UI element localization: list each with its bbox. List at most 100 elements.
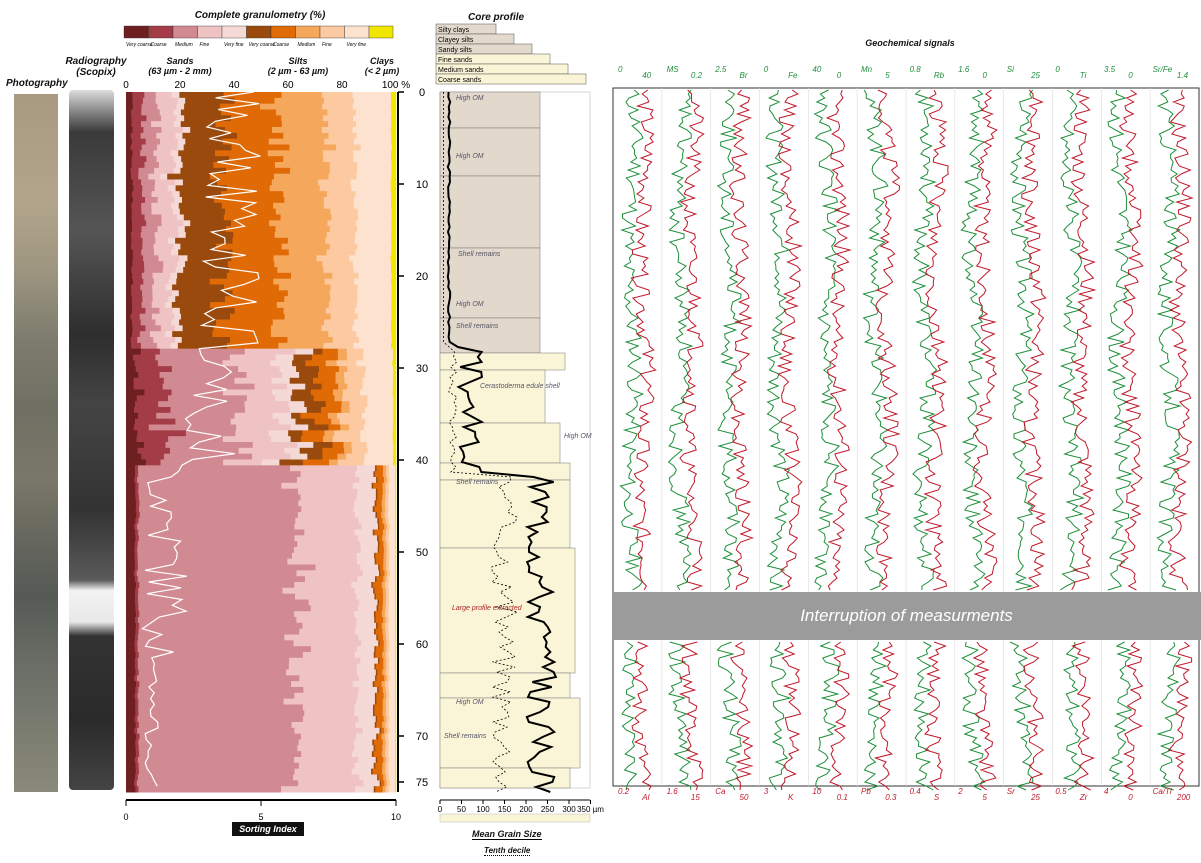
geochem-red-curve	[1070, 89, 1097, 591]
granulometry-band	[354, 704, 374, 711]
granulometry-band	[135, 786, 139, 793]
profile-layer	[439, 422, 561, 464]
granulometry-band	[314, 418, 332, 425]
granulometry-band	[307, 453, 323, 460]
geochem-bottom-label: Ca	[715, 787, 726, 796]
granulometry-band	[393, 395, 397, 402]
granulometry-band	[306, 407, 322, 414]
granulometry-band	[223, 214, 281, 221]
granulometry-band	[151, 208, 174, 215]
granulometry-band	[356, 132, 392, 140]
granulometry-band	[126, 109, 132, 116]
granulometry-band	[177, 214, 185, 221]
granulometry-band	[389, 552, 396, 560]
granulometry-band	[337, 459, 364, 466]
geochem-top-label: 0	[1055, 65, 1060, 74]
granulometry-band	[300, 436, 324, 443]
geochem-top-label: 0.2	[691, 71, 703, 80]
geochem-green-curve	[1156, 641, 1181, 791]
granulometry-band	[377, 622, 383, 630]
granulometry-band	[126, 296, 133, 303]
radiography-label: Radiography (Scopix)	[65, 56, 127, 78]
sorting-tick-label: 0	[123, 812, 128, 822]
granulometry-band	[133, 424, 150, 431]
granulometry-band	[357, 226, 392, 233]
granulometry-band	[126, 541, 136, 548]
granulometry-band	[374, 710, 383, 717]
profile-x-tick-label: 300	[562, 805, 576, 814]
granulometry-band	[382, 739, 387, 746]
granulometry-band	[374, 692, 377, 700]
granulometry-band	[170, 447, 239, 455]
granulometry-band	[141, 272, 153, 280]
granulometry-band	[126, 430, 138, 437]
granulometry-band	[383, 541, 387, 548]
geochem-red-curve	[776, 89, 804, 591]
geochem-red-curve	[1022, 641, 1045, 791]
legend-label: Very coarse	[249, 42, 276, 48]
granulometry-band	[126, 471, 136, 478]
granulometry-band	[138, 517, 296, 525]
granulometry-band	[375, 617, 384, 624]
geochem-top-label: 0	[618, 65, 623, 74]
profile-legend-label: Coarse sands	[438, 77, 482, 84]
granulometry-band	[176, 115, 185, 122]
granulometry-band	[274, 232, 327, 239]
granulometry-band	[168, 296, 176, 303]
profile-x-tick-label: 200	[519, 805, 533, 814]
granulometry-band	[231, 255, 274, 262]
granulometry-band	[269, 185, 321, 192]
granulometry-band	[171, 202, 180, 210]
granulometry-band	[151, 313, 175, 320]
granulometry-band	[131, 342, 142, 350]
geochem-top-label: 5	[885, 71, 890, 80]
granulometry-band	[386, 576, 390, 583]
granulometry-band	[187, 255, 232, 262]
granulometry-band	[260, 103, 323, 110]
granulometry-band	[126, 354, 134, 361]
geochem-bottom-label: 200	[1176, 793, 1191, 802]
granulometry-band	[356, 622, 377, 630]
granulometry-band	[376, 605, 379, 612]
granulometry-band	[389, 523, 396, 530]
granulometry-band	[376, 558, 384, 565]
granulometry-band	[126, 249, 134, 256]
granulometry-band	[148, 173, 161, 180]
geochem-bottom-label: 1.6	[667, 787, 679, 796]
granulometry-band	[321, 383, 339, 390]
granulometry-band	[126, 97, 133, 105]
granulometry-band	[304, 710, 355, 717]
granulometry-band	[382, 768, 386, 775]
granulometry-band	[142, 191, 152, 198]
granulometry-band	[174, 325, 183, 332]
granulometry-band	[382, 698, 387, 705]
granulometry-band	[389, 576, 396, 583]
granulometry-band	[384, 733, 389, 740]
granulometry-band	[355, 220, 392, 227]
clays-group-label: Clays (< 2 µm)	[364, 56, 400, 76]
granulometry-band	[330, 296, 358, 303]
granulometry-band	[391, 197, 397, 204]
granulometry-band	[126, 675, 135, 682]
granulometry-band	[388, 687, 396, 694]
granulometry-band	[172, 331, 213, 338]
granulometry-band	[378, 640, 380, 647]
granulometry-band	[157, 360, 223, 367]
granulometry-band	[225, 226, 276, 233]
granulometry-band	[161, 115, 177, 122]
granulometry-band	[232, 249, 290, 256]
granulometry-band	[268, 138, 325, 145]
granulometry-band	[335, 144, 362, 151]
granulometry-band	[130, 144, 142, 151]
geochem-bottom-label: 0.1	[837, 793, 848, 802]
granulometry-band	[144, 267, 164, 274]
granulometry-band	[385, 739, 390, 746]
granulometry-band	[162, 383, 255, 390]
granulometry-band	[391, 337, 397, 344]
granulometry-band	[126, 360, 135, 367]
granulometry-band	[391, 284, 397, 291]
granulometry-band	[375, 512, 378, 519]
granulometry-band	[332, 436, 361, 443]
granulometry-band	[394, 681, 397, 688]
granulometry-band	[168, 436, 224, 443]
